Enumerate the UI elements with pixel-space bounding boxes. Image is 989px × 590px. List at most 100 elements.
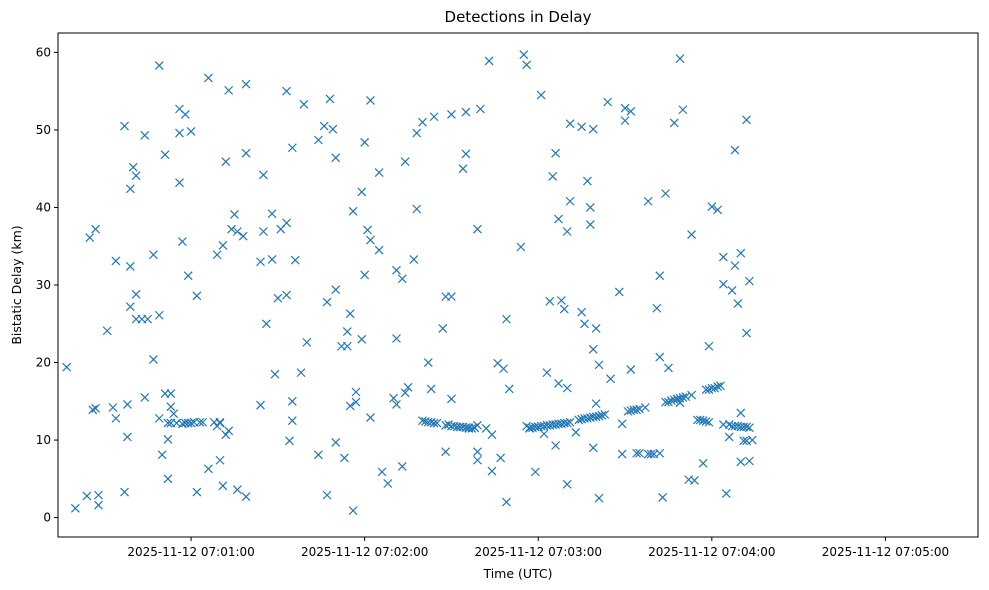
data-point: [640, 403, 650, 412]
data-point: [363, 225, 372, 235]
data-point: [606, 374, 616, 384]
data-point: [742, 422, 751, 432]
data-point: [125, 184, 135, 194]
data-point: [120, 121, 129, 131]
y-axis: 0 10 20 30 40 50 60: [36, 45, 58, 525]
data-point: [218, 241, 228, 250]
data-point: [192, 487, 202, 497]
data-point: [339, 453, 349, 463]
data-point: [177, 237, 187, 247]
data-point: [571, 427, 581, 437]
data-point: [438, 323, 448, 333]
data-point: [643, 196, 653, 206]
data-point: [565, 119, 575, 129]
data-point: [412, 128, 422, 138]
data-point: [108, 403, 118, 412]
data-point: [742, 328, 751, 338]
data-point: [204, 464, 213, 474]
data-point: [238, 231, 248, 241]
data-point: [366, 235, 375, 245]
data-point: [429, 418, 439, 428]
data-point: [256, 400, 265, 410]
data-point: [163, 474, 173, 484]
data-point: [149, 250, 158, 260]
data-point: [591, 323, 601, 333]
data-point: [710, 383, 720, 393]
data-point: [467, 424, 477, 433]
data-point: [432, 418, 442, 428]
data-point: [429, 112, 439, 122]
data-point: [232, 227, 242, 236]
data-point: [458, 164, 468, 174]
data-point: [374, 245, 384, 255]
data-point: [620, 116, 630, 126]
data-point: [701, 417, 711, 426]
data-point: [331, 285, 341, 295]
data-point: [597, 410, 607, 420]
data-point: [232, 485, 242, 495]
data-point: [256, 257, 265, 267]
data-point: [574, 415, 584, 425]
data-point: [678, 393, 688, 402]
data-point: [617, 419, 627, 429]
data-point: [157, 450, 167, 460]
data-point: [502, 497, 511, 507]
data-point: [745, 276, 754, 286]
data-point: [707, 202, 717, 212]
data-point: [282, 86, 291, 96]
data-point: [360, 270, 370, 280]
data-point: [730, 145, 740, 155]
data-point: [140, 130, 150, 140]
data-point: [603, 97, 613, 107]
data-point: [322, 490, 332, 500]
data-point: [687, 390, 697, 400]
data-point: [632, 448, 642, 458]
data-point: [718, 252, 728, 262]
data-point: [175, 178, 184, 188]
data-point: [594, 493, 604, 503]
data-point: [583, 413, 592, 423]
data-point: [600, 410, 610, 419]
data-point: [551, 148, 561, 158]
data-point: [655, 352, 665, 362]
data-point: [313, 450, 323, 460]
data-point: [594, 360, 604, 370]
data-point: [287, 396, 297, 406]
data-point: [704, 385, 714, 395]
data-point: [412, 204, 422, 214]
data-point: [143, 314, 153, 324]
data-point: [475, 104, 485, 114]
data-point: [591, 412, 601, 422]
data-point: [739, 436, 749, 446]
data-point: [131, 289, 141, 299]
data-point: [736, 457, 746, 467]
data-point: [664, 363, 673, 373]
data-point: [360, 137, 370, 147]
data-point: [230, 210, 239, 219]
data-point: [565, 196, 575, 206]
data-point: [227, 224, 237, 234]
data-point: [62, 362, 72, 372]
data-point: [426, 384, 436, 394]
data-point: [522, 60, 532, 70]
data-point: [562, 479, 572, 489]
data-point: [299, 99, 309, 109]
data-point: [669, 395, 679, 405]
data-point: [70, 503, 80, 513]
data-point: [351, 397, 361, 407]
data-point: [473, 447, 482, 457]
data-point: [195, 417, 205, 427]
data-point: [154, 413, 164, 423]
data-point: [241, 148, 251, 158]
data-point: [548, 172, 558, 181]
data-point: [635, 404, 644, 414]
data-point: [123, 399, 132, 409]
data-point: [655, 271, 665, 281]
data-point: [669, 118, 679, 128]
data-point: [154, 310, 164, 320]
data-point: [366, 96, 375, 105]
y-tick-label: 20: [36, 356, 51, 370]
data-point: [718, 279, 728, 289]
data-point: [681, 392, 691, 402]
data-point: [325, 94, 335, 104]
